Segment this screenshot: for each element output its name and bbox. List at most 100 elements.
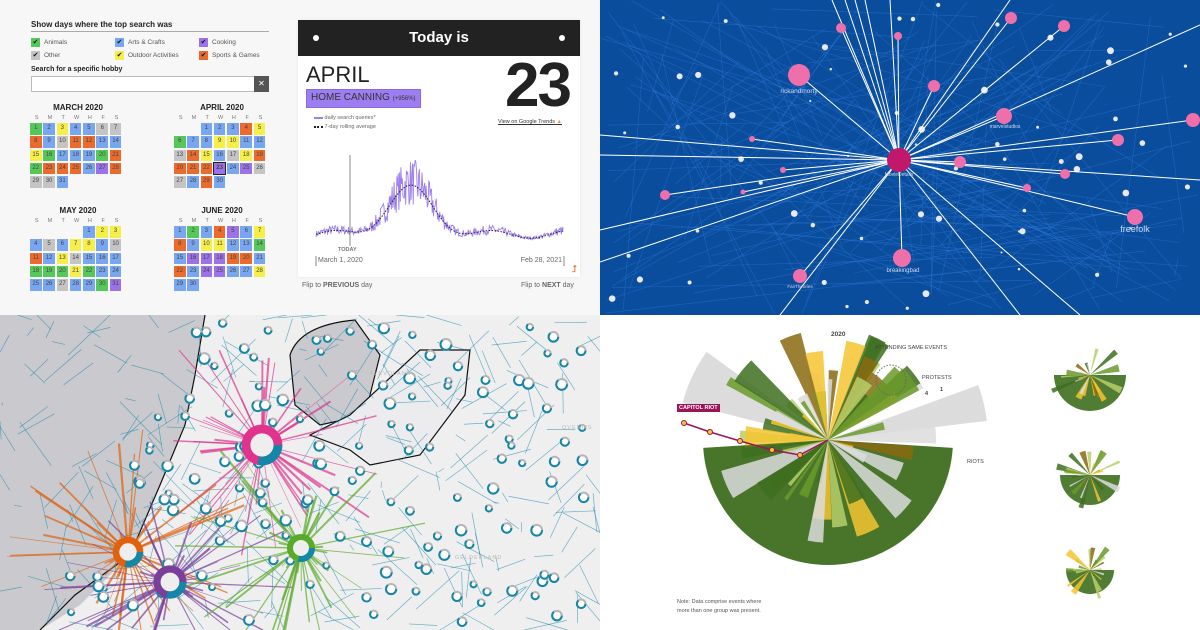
day-cell[interactable]: 1 <box>200 123 213 135</box>
page-curl-arrow-icon[interactable]: ⮥ <box>571 264 577 275</box>
day-cell[interactable]: 8 <box>83 239 95 251</box>
day-cell[interactable]: 20 <box>96 149 108 162</box>
day-cell[interactable]: 26 <box>227 265 239 278</box>
day-cell[interactable]: 30 <box>187 279 199 291</box>
day-cell[interactable]: 7 <box>69 239 82 251</box>
day-cell[interactable]: 22 <box>83 265 95 278</box>
day-cell[interactable]: 11 <box>213 239 226 251</box>
day-cell[interactable]: 25 <box>240 162 252 175</box>
day-cell[interactable]: 20 <box>174 162 186 175</box>
day-cell[interactable]: 3 <box>200 226 213 238</box>
day-cell[interactable]: 14 <box>187 149 199 162</box>
checkmark-icon[interactable]: ✔ <box>199 51 208 60</box>
day-cell[interactable]: 1 <box>83 226 95 238</box>
day-cell[interactable]: 16 <box>43 149 55 162</box>
day-cell[interactable]: 5 <box>43 239 55 251</box>
day-cell[interactable]: 10 <box>227 136 239 148</box>
day-cell[interactable]: 2 <box>213 123 226 135</box>
day-cell[interactable]: 26 <box>83 162 95 175</box>
day-cell[interactable]: 21 <box>253 252 266 265</box>
day-cell[interactable]: 23 <box>187 265 199 278</box>
day-cell[interactable]: 30 <box>96 279 108 291</box>
day-cell[interactable]: 20 <box>240 252 252 265</box>
category-filter-other[interactable]: ✔ Other <box>31 51 115 60</box>
day-cell[interactable]: 21 <box>187 162 199 175</box>
day-cell[interactable]: 17 <box>200 252 213 265</box>
day-cell[interactable]: 12 <box>227 239 239 251</box>
day-cell[interactable]: 14 <box>109 136 122 148</box>
day-cell[interactable]: 17 <box>56 149 69 162</box>
day-cell[interactable]: 6 <box>174 136 186 148</box>
day-cell[interactable]: 9 <box>187 239 199 251</box>
day-cell[interactable]: 30 <box>43 176 55 188</box>
day-cell[interactable]: 26 <box>43 279 55 291</box>
day-cell[interactable]: 19 <box>83 149 95 162</box>
day-cell[interactable]: 22 <box>30 162 42 175</box>
day-cell[interactable]: 27 <box>174 176 186 188</box>
checkmark-icon[interactable]: ✔ <box>115 38 124 47</box>
day-cell[interactable]: 11 <box>69 136 82 148</box>
day-cell[interactable]: 7 <box>253 226 266 238</box>
day-cell[interactable]: 16 <box>96 252 108 265</box>
day-cell[interactable]: 4 <box>240 123 252 135</box>
close-icon[interactable]: ✕ <box>254 76 269 92</box>
day-cell[interactable]: 9 <box>96 239 108 251</box>
category-filter-arts-crafts[interactable]: ✔ Arts & Crafts <box>115 38 199 47</box>
day-cell[interactable]: 27 <box>56 279 69 291</box>
day-cell[interactable]: 20 <box>56 265 69 278</box>
day-cell[interactable]: 3 <box>56 123 69 135</box>
day-cell[interactable]: 25 <box>213 265 226 278</box>
day-cell[interactable]: 28 <box>109 162 122 175</box>
day-cell[interactable]: 21 <box>69 265 82 278</box>
day-cell[interactable]: 22 <box>200 162 213 175</box>
day-cell[interactable]: 1 <box>30 123 42 135</box>
day-cell[interactable]: 26 <box>253 162 266 175</box>
day-cell[interactable]: 6 <box>56 239 69 251</box>
checkmark-icon[interactable]: ✔ <box>31 38 40 47</box>
day-cell[interactable]: 4 <box>213 226 226 238</box>
day-cell[interactable]: 29 <box>83 279 95 291</box>
day-cell[interactable]: 2 <box>43 123 55 135</box>
day-cell[interactable]: 27 <box>240 265 252 278</box>
checkmark-icon[interactable]: ✔ <box>115 51 124 60</box>
day-cell[interactable]: 24 <box>109 265 122 278</box>
day-cell[interactable]: 28 <box>69 279 82 291</box>
day-cell[interactable]: 4 <box>30 239 42 251</box>
day-cell[interactable]: 23 <box>96 265 108 278</box>
day-cell[interactable]: 25 <box>69 162 82 175</box>
day-cell[interactable]: 9 <box>43 136 55 148</box>
category-filter-animals[interactable]: ✔ Animals <box>31 38 115 47</box>
day-cell[interactable]: 23 <box>43 162 55 175</box>
day-cell[interactable]: 19 <box>253 149 266 162</box>
day-cell[interactable]: 24 <box>56 162 69 175</box>
day-cell[interactable]: 24 <box>200 265 213 278</box>
category-filter-cooking[interactable]: ✔ Cooking <box>199 38 279 47</box>
day-cell[interactable]: 25 <box>30 279 42 291</box>
day-cell[interactable]: 2 <box>96 226 108 238</box>
checkmark-icon[interactable]: ✔ <box>31 51 40 60</box>
day-cell[interactable]: 24 <box>227 162 239 175</box>
day-cell[interactable]: 6 <box>96 123 108 135</box>
day-cell[interactable]: 21 <box>109 149 122 162</box>
day-cell[interactable]: 29 <box>30 176 42 188</box>
day-cell[interactable]: 11 <box>240 136 252 148</box>
day-cell[interactable]: 29 <box>200 176 213 188</box>
flip-previous-button[interactable]: Flip to PREVIOUS day <box>302 281 372 290</box>
day-cell[interactable]: 18 <box>213 252 226 265</box>
day-cell[interactable]: 31 <box>56 176 69 188</box>
day-cell[interactable]: 12 <box>83 136 95 148</box>
day-cell[interactable]: 15 <box>83 252 95 265</box>
day-cell[interactable]: 30 <box>213 176 226 188</box>
day-cell[interactable]: 12 <box>43 252 55 265</box>
day-cell[interactable]: 4 <box>69 123 82 135</box>
day-cell[interactable]: 28 <box>187 176 199 188</box>
day-cell[interactable]: 8 <box>200 136 213 148</box>
day-cell[interactable]: 8 <box>174 239 186 251</box>
day-cell[interactable]: 7 <box>187 136 199 148</box>
day-cell[interactable]: 28 <box>253 265 266 278</box>
day-cell[interactable]: 16 <box>213 149 226 162</box>
hobby-search-input[interactable]: ✕ <box>31 76 269 92</box>
day-cell[interactable]: 15 <box>30 149 42 162</box>
day-cell[interactable]: 11 <box>30 252 42 265</box>
day-cell[interactable]: 1 <box>174 226 186 238</box>
